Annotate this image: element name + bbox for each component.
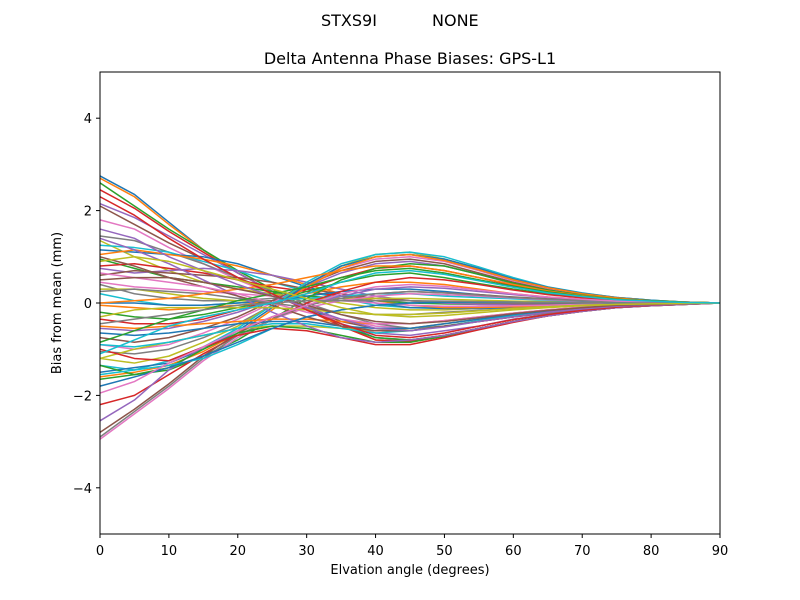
series-line-56 bbox=[99, 276, 721, 325]
suptitle-right: NONE bbox=[432, 11, 479, 30]
x-tick-label: 80 bbox=[643, 544, 660, 559]
x-tick-label: 70 bbox=[574, 544, 591, 559]
x-tick-label: 50 bbox=[436, 544, 453, 559]
suptitle-left: STXS9I bbox=[321, 11, 377, 30]
x-tick-label: 10 bbox=[161, 544, 178, 559]
x-tick-label: 60 bbox=[505, 544, 522, 559]
series-line-60 bbox=[99, 269, 721, 355]
plot-frame bbox=[99, 71, 721, 535]
tick-layer: 0 10 20 30 40 50 60 70 80 90 −4 −2 0 2 4 bbox=[73, 112, 728, 559]
y-axis-label: Bias from mean (mm) bbox=[50, 232, 65, 374]
series-line-32 bbox=[99, 253, 721, 378]
x-tick-label: 90 bbox=[712, 544, 729, 559]
y-tick-label: −4 bbox=[73, 482, 92, 497]
x-tick-label: 0 bbox=[96, 544, 104, 559]
series-line-54 bbox=[99, 196, 721, 339]
y-tick-label: 2 bbox=[84, 205, 92, 220]
series-layer bbox=[99, 175, 721, 440]
y-tick-label: −2 bbox=[73, 389, 92, 404]
x-axis-label: Elvation angle (degrees) bbox=[330, 563, 489, 578]
y-tick-label: 0 bbox=[84, 297, 92, 312]
series-line-57 bbox=[99, 283, 721, 394]
x-tick-label: 40 bbox=[367, 544, 384, 559]
y-tick-label: 4 bbox=[84, 112, 92, 127]
x-tick-label: 30 bbox=[298, 544, 315, 559]
series-line-59 bbox=[99, 256, 721, 318]
series-line-58 bbox=[99, 299, 720, 325]
x-tick-label: 20 bbox=[230, 544, 247, 559]
chart-title: Delta Antenna Phase Biases: GPS-L1 bbox=[264, 49, 556, 68]
